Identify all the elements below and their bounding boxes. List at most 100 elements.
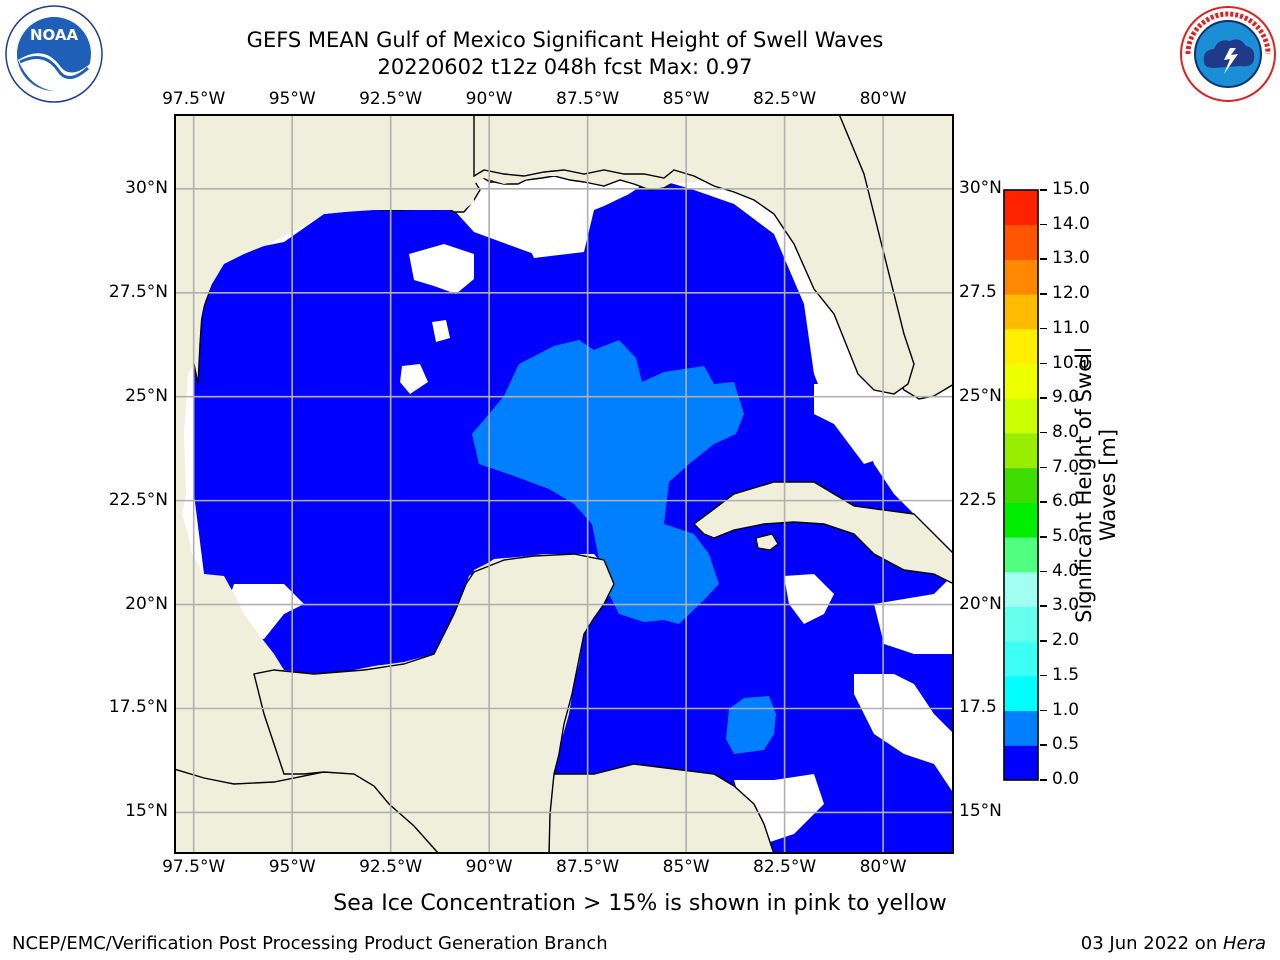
footer-date: 03 Jun 2022 on: [1080, 933, 1223, 954]
colorbar-tick-mark: [1040, 536, 1047, 538]
land-yucatan: [253, 553, 615, 854]
colorbar-tick-mark: [1040, 189, 1047, 191]
colorbar-tick-mark: [1040, 293, 1047, 295]
colorbar-bin: [1004, 432, 1038, 469]
colorbar-tick-label: 8.0: [1052, 421, 1080, 442]
swell-field-caribbean-light: [726, 696, 776, 754]
colorbar-bin: [1004, 675, 1038, 712]
footer-left: NCEP/EMC/Verification Post Processing Pr…: [12, 933, 608, 954]
colorbar-bin: [1004, 571, 1038, 607]
colorbar-tick-label: 9.0: [1052, 387, 1080, 408]
colorbar-bin: [1004, 502, 1038, 538]
axis-tick-label: 80°W: [859, 89, 907, 109]
colorbar-tick-label: 11.0: [1052, 317, 1090, 338]
axis-tick-label: 25°N: [959, 385, 1002, 406]
no-data-patch-8: [874, 574, 954, 654]
axis-tick-label: 30°N: [125, 177, 168, 198]
colorbar-bin: [1004, 363, 1038, 399]
colorbar-tick-mark: [1040, 674, 1047, 677]
no-data-patch-11: [784, 574, 834, 624]
axis-tick-label: 20°N: [125, 593, 168, 614]
axis-tick-label: 25°N: [125, 385, 168, 406]
footer-right: 03 Jun 2022 on Hera: [1081, 933, 1266, 954]
footer-host: Hera: [1222, 933, 1266, 954]
gulf-of-mexico-map: [174, 114, 954, 854]
no-data-patch-7: [894, 394, 954, 454]
colorbar-bin: [1004, 467, 1038, 503]
axis-tick-label: 17.5: [959, 697, 997, 718]
axis-tick-label: 27.5°N: [108, 281, 168, 302]
colorbar-bin: [1004, 710, 1038, 746]
colorbar-bin: [1004, 398, 1038, 434]
nws-logo: [1178, 4, 1278, 104]
axis-tick-label: 82.5°W: [753, 89, 817, 109]
axis-tick-label: 95°W: [268, 857, 316, 877]
colorbar-bin: [1004, 190, 1038, 226]
chart-subtitle: 20220602 t12z 048h fcst Max: 0.97: [377, 55, 753, 79]
no-data-patch-9: [854, 674, 954, 794]
sea-ice-caption: Sea Ice Concentration > 15% is shown in …: [333, 891, 947, 916]
colorbar-tick-label: 4.0: [1052, 560, 1080, 581]
no-data-patch-2: [494, 192, 594, 258]
colorbar-tick-mark: [1040, 397, 1047, 399]
colorbar-tick-mark: [1040, 362, 1047, 365]
land-honduras: [548, 763, 775, 854]
axis-tick-label: 92.5°W: [359, 89, 423, 109]
colorbar-tick-mark: [1040, 501, 1047, 503]
colorbar-bin: [1004, 745, 1038, 781]
axis-tick-label: 87.5°W: [556, 89, 620, 109]
colorbar-tick-mark: [1040, 258, 1047, 260]
colorbar-label-line1: Significant Height of Swell: [1072, 347, 1096, 623]
no-data-patch-1: [409, 244, 474, 294]
colorbar-bin: [1004, 606, 1038, 642]
colorbar-bin: [1004, 224, 1038, 260]
colorbar-tick-label: 3.0: [1052, 595, 1080, 616]
axis-tick-label: 92.5°W: [359, 857, 423, 877]
swell-field-central-light: [472, 340, 744, 624]
colorbar-tick-label: 15.0: [1052, 179, 1090, 199]
colorbar-tick-mark: [1040, 223, 1047, 226]
colorbar-tick-mark: [1040, 431, 1047, 434]
lat-lon-grid: [174, 114, 954, 854]
axis-tick-label: 17.5°N: [108, 697, 168, 718]
colorbar-tick-label: 10.0: [1052, 352, 1090, 373]
colorbar-tick-label: 5.0: [1052, 526, 1080, 547]
colorbar-label-line2: Waves [m]: [1096, 428, 1120, 542]
axis-tick-label: 87.5°W: [556, 857, 620, 877]
map-frame: [174, 114, 954, 854]
axis-tick-label: 15°N: [959, 801, 1002, 822]
noaa-logo: NOAA: [4, 4, 104, 104]
no-data-patch-3: [432, 320, 450, 342]
land-isla-juventud: [755, 533, 779, 551]
colorbar-bin: [1004, 259, 1038, 295]
colorbar-tick-label: 0.5: [1052, 734, 1080, 755]
colorbar-tick-label: 1.0: [1052, 699, 1080, 720]
axis-tick-label: 90°W: [465, 857, 513, 877]
axis-tick-label: 90°W: [465, 89, 513, 109]
colorbar-tick-mark: [1040, 605, 1047, 607]
colorbar-tick-label: 6.0: [1052, 491, 1080, 512]
no-data-patch-4: [400, 364, 428, 394]
colorbar-tick-label: 13.0: [1052, 248, 1090, 269]
colorbar-tick-mark: [1040, 466, 1047, 469]
axis-tick-label: 97.5°W: [162, 89, 226, 109]
colorbar-bin: [1004, 294, 1038, 330]
colorbar-tick-mark: [1040, 327, 1047, 330]
colorbar-bin: [1004, 328, 1038, 365]
no-data-patch-6: [814, 384, 904, 464]
colorbar-tick-label: 7.0: [1052, 456, 1080, 477]
axis-tick-label: 80°W: [859, 857, 907, 877]
land-cuba: [692, 481, 954, 585]
chart-title: GEFS MEAN Gulf of Mexico Significant Hei…: [246, 28, 884, 52]
axis-tick-label: 30°N: [959, 177, 1002, 198]
colorbar-bin: [1004, 641, 1038, 677]
axis-tick-label: 82.5°W: [753, 857, 817, 877]
colorbar-bin: [1004, 537, 1038, 573]
colorbar-tick-mark: [1040, 570, 1047, 573]
colorbar: [1003, 189, 1039, 781]
colorbar-tick-label: 14.0: [1052, 213, 1090, 234]
colorbar-tick-mark: [1040, 779, 1047, 781]
axis-tick-label: 85°W: [662, 89, 710, 109]
colorbar-tick-label: 12.0: [1052, 283, 1090, 304]
colorbar-tick-label: 1.5: [1052, 664, 1080, 685]
